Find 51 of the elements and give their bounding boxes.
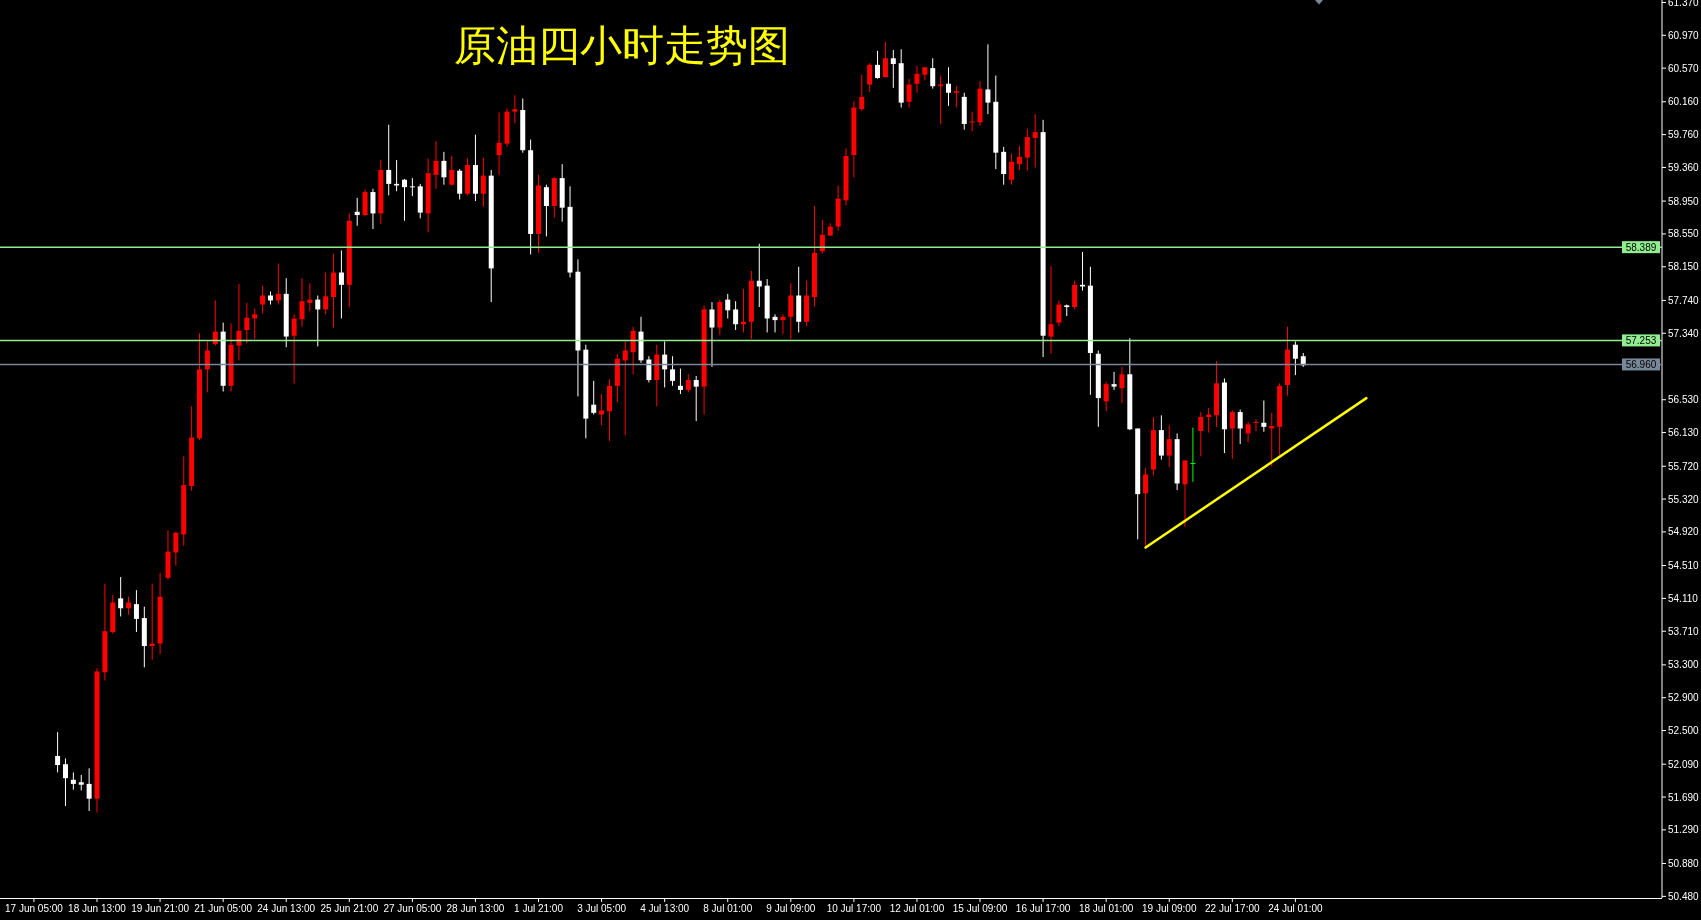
x-tick-label: 21 Jun 05:00 — [194, 903, 253, 914]
x-tick-label: 1 Jul 21:00 — [514, 903, 563, 914]
x-tick-label: 27 Jun 05:00 — [383, 903, 442, 914]
x-tick-label: 24 Jul 01:00 — [1268, 903, 1323, 914]
y-tick-label: 57.340 — [1668, 327, 1699, 339]
y-tick-label: 52.500 — [1668, 725, 1699, 737]
x-tick-label: 18 Jun 13:00 — [68, 903, 126, 914]
ref-label: 56.960 — [1622, 358, 1660, 371]
x-tick-label: 24 Jun 13:00 — [257, 903, 316, 914]
x-tick-label: 10 Jul 17:00 — [826, 903, 882, 914]
y-tick-label: 56.130 — [1668, 427, 1699, 439]
y-tick-label: 52.090 — [1668, 758, 1699, 770]
y-tick-label: 54.110 — [1668, 592, 1698, 604]
x-tick-label: 16 Jul 17:00 — [1015, 903, 1071, 914]
y-tick-label: 60.160 — [1668, 96, 1699, 108]
y-tick-label: 52.900 — [1668, 692, 1699, 704]
title: 原油四小时走势图 — [454, 21, 790, 70]
y-tick-label: 53.710 — [1668, 625, 1699, 637]
x-tick-label: 15 Jul 09:00 — [952, 903, 1008, 914]
y-tick-label: 54.510 — [1668, 560, 1699, 572]
y-tick-label: 55.720 — [1668, 460, 1699, 472]
x-tick-label: 18 Jul 01:00 — [1078, 903, 1134, 914]
y-tick-label: 50.880 — [1668, 858, 1699, 869]
y-tick-label: 59.760 — [1668, 129, 1699, 141]
ref-label: 58.389 — [1622, 241, 1660, 254]
y-tick-label: 53.300 — [1668, 659, 1699, 671]
x-tick-label: 22 Jul 17:00 — [1205, 903, 1260, 914]
y-tick-label: 58.550 — [1668, 228, 1699, 240]
x-tick-label: 17 Jun 05:00 — [5, 903, 63, 914]
y-tick-label: 58.950 — [1668, 195, 1699, 207]
y-tick-label: 51.290 — [1668, 824, 1699, 836]
y-tick-label: 59.360 — [1668, 161, 1699, 173]
y-tick-label: 56.530 — [1668, 394, 1699, 406]
x-tick-label: 19 Jul 09:00 — [1142, 903, 1197, 914]
x-tick-label: 25 Jun 21:00 — [320, 903, 379, 914]
x-tick-label: 28 Jun 13:00 — [446, 903, 505, 914]
y-tick-label: 58.150 — [1668, 261, 1699, 273]
x-tick-label: 8 Jul 01:00 — [703, 903, 753, 914]
y-tick-label: 57.740 — [1668, 294, 1699, 306]
y-tick-label: 51.690 — [1668, 791, 1699, 803]
y-tick-label: 50.480 — [1668, 890, 1699, 902]
ref-label: 57.253 — [1622, 334, 1660, 347]
x-tick-label: 19 Jun 21:00 — [131, 903, 189, 914]
y-tick-label: 55.320 — [1668, 493, 1699, 505]
x-tick-label: 12 Jul 01:00 — [889, 903, 945, 914]
x-tick-label: 3 Jul 05:00 — [577, 903, 627, 914]
x-tick-label: 4 Jul 13:00 — [640, 903, 690, 914]
y-tick-label: 60.570 — [1668, 62, 1699, 74]
x-tick-label: 9 Jul 09:00 — [766, 903, 816, 914]
y-tick-label: 60.970 — [1668, 29, 1699, 41]
y-tick-label: 54.920 — [1668, 526, 1699, 538]
